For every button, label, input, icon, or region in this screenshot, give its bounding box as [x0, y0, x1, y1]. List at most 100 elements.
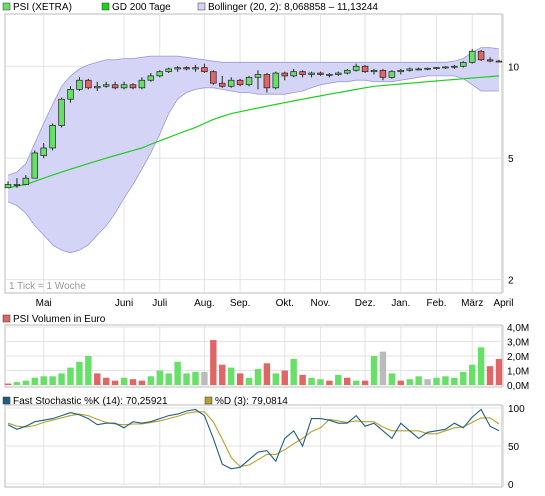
volume-bar: [352, 380, 360, 385]
volume-bar: [379, 351, 387, 385]
price-x-tick-label: April: [493, 298, 513, 309]
price-x-tick-label: März: [461, 298, 483, 309]
volume-y-tick-label: 1,0M: [507, 367, 529, 378]
price-x-tick-label: Juni: [115, 298, 133, 309]
candle-body: [442, 66, 449, 69]
candle-body: [272, 72, 280, 89]
volume-bar: [433, 377, 440, 385]
volume-bar: [361, 380, 369, 385]
candle-body: [433, 67, 440, 69]
volume-bar: [344, 377, 351, 385]
volume-bar: [397, 380, 405, 385]
candle-body: [254, 74, 262, 78]
volume-bar: [281, 370, 288, 385]
price-x-tick-label: Dez.: [355, 298, 376, 309]
volume-bar: [58, 373, 65, 385]
volume-bar: [156, 370, 163, 385]
candle: [433, 66, 440, 70]
legend-swatch-bollinger: [197, 2, 206, 11]
volume-bar: [442, 376, 449, 385]
volume-panel: 4,0M 3,0M 2,0M 1,0M 0,0M PSI Volumen in Euro: [2, 314, 529, 392]
candle: [22, 175, 30, 185]
bollinger-lower-line: [7, 75, 499, 254]
candle-body: [343, 69, 351, 74]
stochastic-d-line: [7, 411, 500, 468]
volume-bar: [4, 383, 12, 385]
price-x-tick-label: Nov.: [311, 298, 331, 309]
candle: [236, 78, 244, 87]
sma-200-line: [7, 75, 500, 189]
volume-bar: [111, 380, 119, 385]
candle-body: [120, 84, 128, 89]
candle: [486, 57, 494, 63]
candle-body: [236, 79, 244, 86]
candle: [156, 70, 164, 78]
candle-body: [201, 67, 208, 73]
candle-body: [486, 59, 494, 62]
candle: [317, 71, 324, 76]
candle: [442, 66, 449, 69]
candle-body: [147, 75, 155, 81]
volume-y-tick-label: 4,0M: [507, 323, 529, 334]
candle: [361, 64, 369, 74]
candle-body: [165, 68, 172, 73]
volume-bar: [299, 374, 306, 385]
candle: [477, 50, 485, 62]
volume-bar: [415, 376, 422, 385]
candle: [210, 70, 217, 85]
stochastic-k-line: [7, 408, 500, 470]
candle: [290, 68, 297, 78]
price-x-tick-label: Juli: [152, 298, 167, 309]
volume-bars: [4, 340, 503, 385]
volume-bar: [183, 373, 190, 385]
volume-bar: [254, 369, 262, 385]
candle: [335, 71, 342, 76]
volume-bar: [174, 361, 181, 385]
volume-y-tick-label: 0,0M: [507, 381, 529, 392]
candle: [201, 63, 208, 74]
candle: [165, 67, 172, 74]
volume-bar: [129, 379, 137, 385]
candle: [94, 81, 101, 91]
candle: [138, 77, 146, 90]
candle-body: [460, 61, 467, 67]
candle-body: [379, 69, 387, 78]
candle-body: [138, 79, 146, 89]
candle: [129, 83, 137, 90]
volume-bar: [85, 356, 92, 385]
candle: [67, 86, 74, 103]
candle-body: [227, 79, 235, 87]
candle-body: [31, 152, 39, 179]
volume-bar: [486, 366, 494, 385]
stochastic-y-tick-label: 100: [508, 404, 525, 415]
price-y-ticks: 10 5 2: [508, 62, 520, 286]
volume-bar: [290, 358, 297, 385]
volume-bar: [326, 380, 333, 385]
volume-bar: [272, 373, 280, 385]
candle-body: [406, 68, 413, 71]
volume-bar: [165, 373, 172, 385]
volume-bar: [460, 371, 467, 385]
candle-body: [326, 74, 333, 76]
candle-body: [102, 84, 110, 87]
legend-price: PSI (XETRA): [13, 2, 72, 13]
candle-body: [415, 68, 422, 71]
candle-body: [67, 89, 74, 100]
candle: [147, 73, 155, 82]
volume-bar: [388, 373, 396, 385]
candle: [352, 63, 360, 72]
volume-bar: [138, 380, 146, 385]
candle: [406, 67, 413, 72]
candle-body: [183, 67, 190, 70]
volume-bar: [147, 376, 155, 385]
candle-body: [245, 76, 253, 86]
candle-body: [263, 74, 271, 89]
volume-bar: [469, 364, 476, 385]
volume-bar: [192, 371, 199, 385]
candle: [183, 66, 190, 71]
volume-bar: [13, 382, 21, 385]
candles: [4, 48, 503, 189]
price-x-tick-label: Okt.: [276, 298, 294, 309]
candle-body: [451, 65, 458, 68]
volume-bar: [201, 371, 208, 385]
